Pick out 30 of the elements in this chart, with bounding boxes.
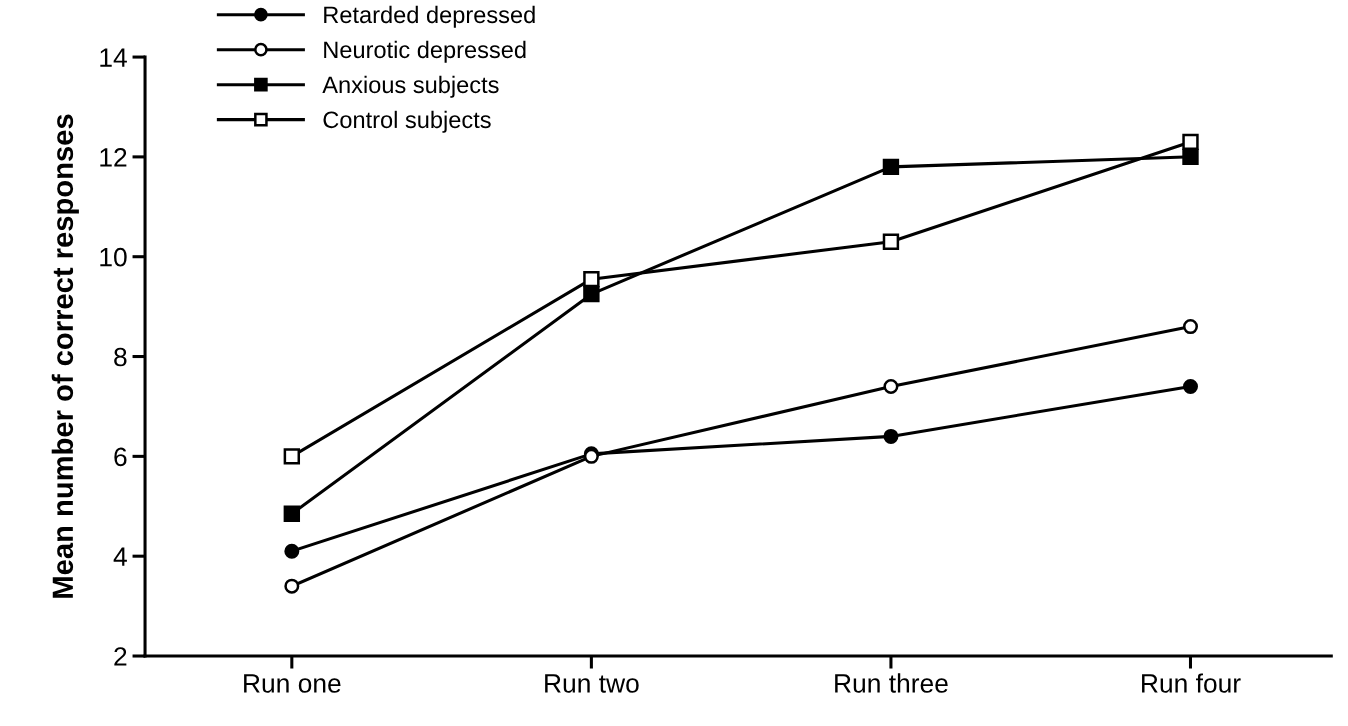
x-tick-label: Run two [545,674,639,693]
legend-label: Control subjects [323,110,491,133]
y-tick-label: 10 [100,247,127,267]
point [1182,133,1199,151]
y-tick-label: 4 [113,547,127,566]
point [1182,378,1198,394]
legend-label: Neurotic depressed [324,40,526,63]
point [283,505,301,522]
point [882,158,900,176]
point [883,378,899,394]
point [882,233,900,250]
x-tick-label: Run one [244,674,341,693]
point [883,428,899,444]
y-tick-label: 6 [114,447,127,467]
y-tick-label: 12 [100,148,127,167]
x-tick-label: Run four [1142,673,1241,693]
point [284,578,300,594]
y-axis-title: Mean number of correct responses [51,114,79,598]
x-tick-label: Run three [835,673,948,693]
point [284,543,300,559]
y-tick-label: 8 [114,347,127,367]
legend-label: Anxious subjects [322,75,499,98]
point [1182,319,1198,335]
point [583,270,600,288]
point [283,448,301,465]
y-tick-label: 14 [100,48,127,67]
point [1182,148,1199,166]
y-tick-label: 2 [114,647,127,666]
legend-label: Retarded depressed [324,5,535,28]
point [583,285,600,303]
